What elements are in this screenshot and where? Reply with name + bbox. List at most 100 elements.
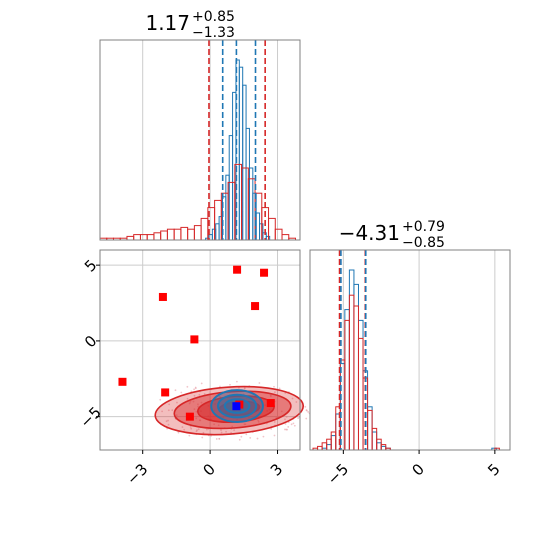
bl-sample-point-100 [262,435,265,438]
bl-sample-point-135 [195,430,198,433]
br-blue-bin-12 [376,442,382,451]
bl-sample-point-27 [195,410,198,413]
bl-sample-point-154 [287,426,290,428]
bl-sample-point-70 [274,391,276,394]
tl-frame [99,39,301,241]
br-red-bin-4 [330,431,337,451]
br-red-bin-12 [367,409,373,451]
br-xtick-label-2: 5 [484,460,503,479]
bl-sample-point-153 [195,417,198,420]
tl-red-bin-11 [173,228,182,241]
br-blue-bin-6 [348,269,355,451]
bl-sample-point-75 [229,383,231,386]
bl-sample-point-139 [305,417,308,420]
tl-red-bin-27 [281,234,290,241]
bl-true-value-square [232,402,241,411]
bl-sample-point-55 [213,423,216,426]
tl-red-bin-9 [160,230,168,241]
bl-sample-point-116 [256,437,259,440]
br-xtick-label-1: 0 [408,460,427,479]
br-blue-bin-1 [326,444,332,451]
bl-sample-point-134 [165,420,168,423]
bl-sample-point-57 [174,389,177,392]
bl-sample-point-62 [258,382,261,384]
bl-sample-point-26 [188,434,191,437]
br-red-bin-7 [344,319,350,451]
br-blue-bin-2 [330,435,337,451]
tl-red-bin-10 [166,228,175,241]
bl-sample-point-9 [205,428,208,431]
bl-sample-point-121 [219,385,221,388]
br-title-minus: −0.85 [402,235,445,251]
bl-sample-point-72 [284,428,286,431]
bl-red-square-3 [251,302,260,311]
bl-sample-point-39 [203,393,206,395]
br-title-plus: +0.79 [402,219,445,235]
bl-sample-point-74 [233,429,236,432]
bl-sample-point-28 [192,400,195,403]
histogram-panel-top-left: 1.17 +0.85−1.33 [99,9,301,241]
tl-blue-bin-12 [245,127,250,241]
bl-sample-point-10 [292,422,295,425]
bl-ytick-label-2: 5 [81,256,100,275]
bl-sample-point-50 [231,425,234,428]
bl-sample-point-89 [193,408,196,411]
br-red-bin-14 [376,438,382,451]
tl-red-bin-13 [187,228,195,241]
bl-sample-point-143 [297,417,300,419]
bl-sample-point-132 [198,393,201,396]
bl-sample-point-128 [240,435,243,438]
tl-blue-bin-11 [242,84,247,241]
bl-xtick-label-1: 0 [199,460,218,479]
bl-sample-point-179 [245,433,248,436]
bl-sample-point-88 [238,438,241,441]
tl-red-bin-26 [274,228,283,241]
bl-sample-point-124 [189,400,192,403]
bl-xtick-label-2: 3 [267,460,286,479]
bl-red-square-6 [161,388,170,397]
tl-red-bin-7 [146,234,155,241]
bl-sample-point-32 [273,421,276,423]
bl-sample-point-46 [168,403,171,406]
bl-sample-point-49 [286,428,289,431]
bl-red-square-7 [185,412,194,421]
bl-sample-point-160 [201,436,204,439]
bl-sample-point-18 [188,402,191,405]
bl-sample-point-150 [257,420,260,423]
bl-sample-point-7 [180,391,183,394]
bl-sample-point-169 [167,423,170,426]
br-title-value: −4.31 [339,221,400,245]
bl-red-square-1 [260,268,269,277]
bl-sample-point-136 [218,437,221,440]
tl-red-bin-4 [126,235,135,241]
tl-blue-bin-6 [225,174,230,241]
tl-blue-bin-18 [265,235,271,241]
bl-sample-point-37 [217,424,220,427]
bl-sample-point-168 [285,415,288,418]
bl-sample-point-5 [202,431,205,434]
bl-sample-point-146 [290,423,293,426]
bl-sample-point-19 [284,418,286,421]
tl-title-plus: +0.85 [192,9,235,25]
scatter-panel-bottom-left: −3 0 3 −5 0 5 [77,249,311,488]
tl-red-bin-6 [139,234,148,241]
br-frame [309,249,511,451]
tl-red-bin-15 [200,217,209,241]
tl-blue-bin-16 [259,223,264,241]
br-blue-bin-8 [357,319,364,451]
bl-sample-point-148 [175,414,178,417]
bl-sample-point-152 [200,401,203,404]
tl-red-bin-5 [133,234,141,241]
br-blue-bin-5 [344,309,350,451]
bl-sample-point-138 [176,401,178,404]
bl-sample-point-176 [243,423,246,426]
tl-blue-bin-8 [232,91,237,241]
bl-sample-point-91 [197,428,200,431]
tl-blue-bin-2 [211,228,217,241]
br-red-bin-8 [348,294,355,451]
tl-title-minus: −1.33 [192,25,235,41]
bl-xtick-label-0: −3 [123,460,151,488]
br-blue-bin-10 [367,406,373,451]
br-red-bin-1 [317,445,323,451]
